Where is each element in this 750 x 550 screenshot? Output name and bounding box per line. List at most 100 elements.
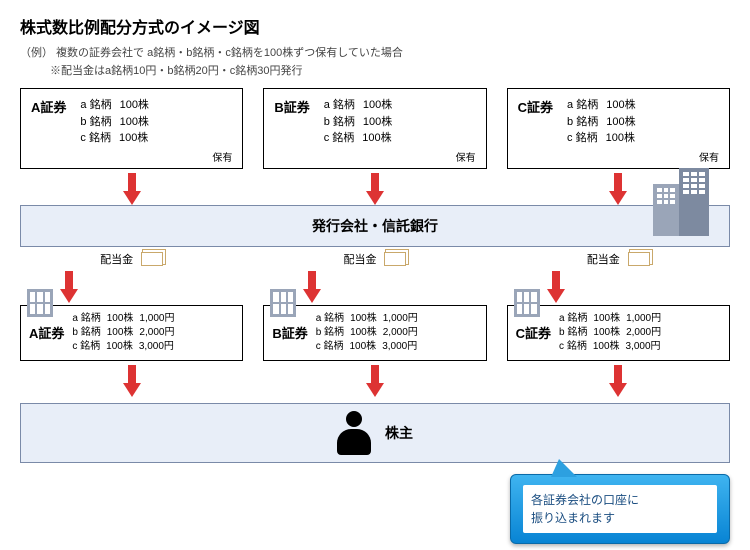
holdings-wrap: a 銘柄 100株 b 銘柄 100株 c 銘柄 100株 保有 xyxy=(80,97,232,164)
stock-label: c 銘柄 xyxy=(72,340,100,354)
holdings-wrap: a 銘柄100株 b 銘柄100株 c 銘柄100株 保有 xyxy=(567,97,719,164)
person-icon xyxy=(337,411,371,455)
bottom-brokers-row: A証券 a 銘柄 100株 1,000円 b 銘柄 100株 2,000円 c 銘柄 10… xyxy=(0,303,750,361)
stock-amount: 2,000円 xyxy=(139,326,174,340)
callout-text: 各証券会社の口座に 振り込まれます xyxy=(523,485,717,533)
stock-qty: 100株 xyxy=(362,130,391,147)
stock-amount: 1,000円 xyxy=(139,312,174,326)
stock-amount: 2,000円 xyxy=(626,326,661,340)
stock-qty: 100株 xyxy=(606,114,635,131)
stock-label: b 銘柄 xyxy=(80,114,111,131)
broker-name: B証券 xyxy=(272,323,307,342)
example-text: 複数の証券会社で a銘柄・b銘柄・c銘柄を100株ずつ保有していた場合 xyxy=(56,47,403,59)
down-arrow-icon xyxy=(547,271,565,303)
stock-label: c 銘柄 xyxy=(80,130,111,147)
stock-label: a 銘柄 xyxy=(559,312,587,326)
example-prefix: （例） xyxy=(20,47,53,59)
small-building-icon xyxy=(514,289,540,317)
stock-label: c 銘柄 xyxy=(316,340,344,354)
stock-qty: 100株 xyxy=(350,312,377,326)
broker-box2-c: C証券 a 銘柄 100株 1,000円 b 銘柄 100株 2,000円 c 銘柄 10… xyxy=(507,305,730,361)
stock-qty: 100株 xyxy=(593,312,620,326)
stock-amount: 1,000円 xyxy=(383,312,418,326)
stock-label: b 銘柄 xyxy=(72,326,100,340)
down-arrow-icon xyxy=(609,365,627,397)
stock-label: a 銘柄 xyxy=(316,312,344,326)
broker-name: C証券 xyxy=(516,323,551,342)
broker-name: B証券 xyxy=(274,97,309,116)
stock-qty: 100株 xyxy=(363,97,392,114)
top-brokers-row: A証券 a 銘柄 100株 b 銘柄 100株 c 銘柄 100株 保有 B証券 a … xyxy=(0,88,750,169)
holdings: a 銘柄 100株 b 銘柄 100株 c 銘柄 100株 xyxy=(80,97,232,147)
stock-label: c 銘柄 xyxy=(324,130,355,147)
held-label: 保有 xyxy=(80,149,232,164)
envelope-icon xyxy=(384,252,406,266)
down-arrow-icon xyxy=(60,271,78,303)
shareholder-label: 株主 xyxy=(385,423,413,443)
arrow-row-2 xyxy=(0,267,750,303)
stock-qty: 100株 xyxy=(107,326,134,340)
stock-qty: 100株 xyxy=(350,326,377,340)
held-label: 保有 xyxy=(324,149,476,164)
stock-amount: 1,000円 xyxy=(626,312,661,326)
stock-amount: 3,000円 xyxy=(139,340,174,354)
dividend-label: 配当金 xyxy=(100,251,133,267)
broker-name: A証券 xyxy=(31,97,66,116)
broker-name: C証券 xyxy=(518,97,553,116)
stock-label: a 銘柄 xyxy=(80,97,111,114)
callout-bubble: 各証券会社の口座に 振り込まれます xyxy=(510,474,730,544)
page-title: 株式数比例配分方式のイメージ図 xyxy=(0,0,750,44)
holdings: a 銘柄 100株 b 銘柄 100株 c 銘柄 100株 xyxy=(324,97,476,147)
stock-label: b 銘柄 xyxy=(567,114,598,131)
stock-qty: 100株 xyxy=(119,130,148,147)
down-arrow-icon xyxy=(366,173,384,205)
stock-qty: 100株 xyxy=(106,340,133,354)
held-label: 保有 xyxy=(567,149,719,164)
stock-qty: 100株 xyxy=(363,114,392,131)
building-icon xyxy=(653,168,709,236)
stock-amount: 3,000円 xyxy=(626,340,661,354)
down-arrow-icon xyxy=(123,173,141,205)
dividend-label: 配当金 xyxy=(343,251,376,267)
stock-qty: 100株 xyxy=(120,114,149,131)
holdings: a 銘柄100株 b 銘柄100株 c 銘柄100株 xyxy=(567,97,719,147)
shareholder-bar: 株主 xyxy=(20,403,730,463)
dividend-row: 配当金 配当金 配当金 xyxy=(0,247,750,267)
small-building-icon xyxy=(27,289,53,317)
stock-qty: 100株 xyxy=(606,130,635,147)
down-arrow-icon xyxy=(609,173,627,205)
down-arrow-icon xyxy=(366,365,384,397)
stock-label: b 銘柄 xyxy=(559,326,587,340)
stock-label: a 銘柄 xyxy=(72,312,100,326)
issuer-label: 発行会社・信託銀行 xyxy=(312,216,438,236)
broker-name: A証券 xyxy=(29,323,64,342)
dividend-cell: 配当金 xyxy=(507,251,730,267)
stock-qty: 100株 xyxy=(593,326,620,340)
holdings: a 銘柄100株1,000円 b 銘柄100株2,000円 c 銘柄100株3,… xyxy=(316,312,418,354)
broker-box-b: B証券 a 銘柄 100株 b 銘柄 100株 c 銘柄 100株 保有 xyxy=(263,88,486,169)
stock-qty: 100株 xyxy=(120,97,149,114)
envelope-icon xyxy=(141,252,163,266)
stock-label: b 銘柄 xyxy=(324,114,355,131)
broker-box-a: A証券 a 銘柄 100株 b 銘柄 100株 c 銘柄 100株 保有 xyxy=(20,88,243,169)
stock-qty: 100株 xyxy=(593,340,620,354)
stock-qty: 100株 xyxy=(350,340,377,354)
stock-qty: 100株 xyxy=(107,312,134,326)
small-building-icon xyxy=(270,289,296,317)
arrow-row-3 xyxy=(0,361,750,397)
broker-box2-b: B証券 a 銘柄100株1,000円 b 銘柄100株2,000円 c 銘柄10… xyxy=(263,305,486,361)
stock-label: a 銘柄 xyxy=(567,97,598,114)
callout-line: 各証券会社の口座に xyxy=(531,493,639,507)
holdings-wrap: a 銘柄 100株 b 銘柄 100株 c 銘柄 100株 保有 xyxy=(324,97,476,164)
holdings: a 銘柄 100株 1,000円 b 銘柄 100株 2,000円 c 銘柄 100株 3,… xyxy=(72,312,174,354)
issuer-bar: 発行会社・信託銀行 xyxy=(20,205,730,247)
dividend-cell: 配当金 xyxy=(263,251,486,267)
dividend-cell: 配当金 xyxy=(20,251,243,267)
stock-label: c 銘柄 xyxy=(559,340,587,354)
stock-label: a 銘柄 xyxy=(324,97,355,114)
stock-qty: 100株 xyxy=(606,97,635,114)
note-line: ※配当金はa銘柄10円・b銘柄20円・c銘柄30円発行 xyxy=(0,62,750,88)
down-arrow-icon xyxy=(123,365,141,397)
callout-line: 振り込まれます xyxy=(531,511,615,525)
stock-label: b 銘柄 xyxy=(316,326,344,340)
